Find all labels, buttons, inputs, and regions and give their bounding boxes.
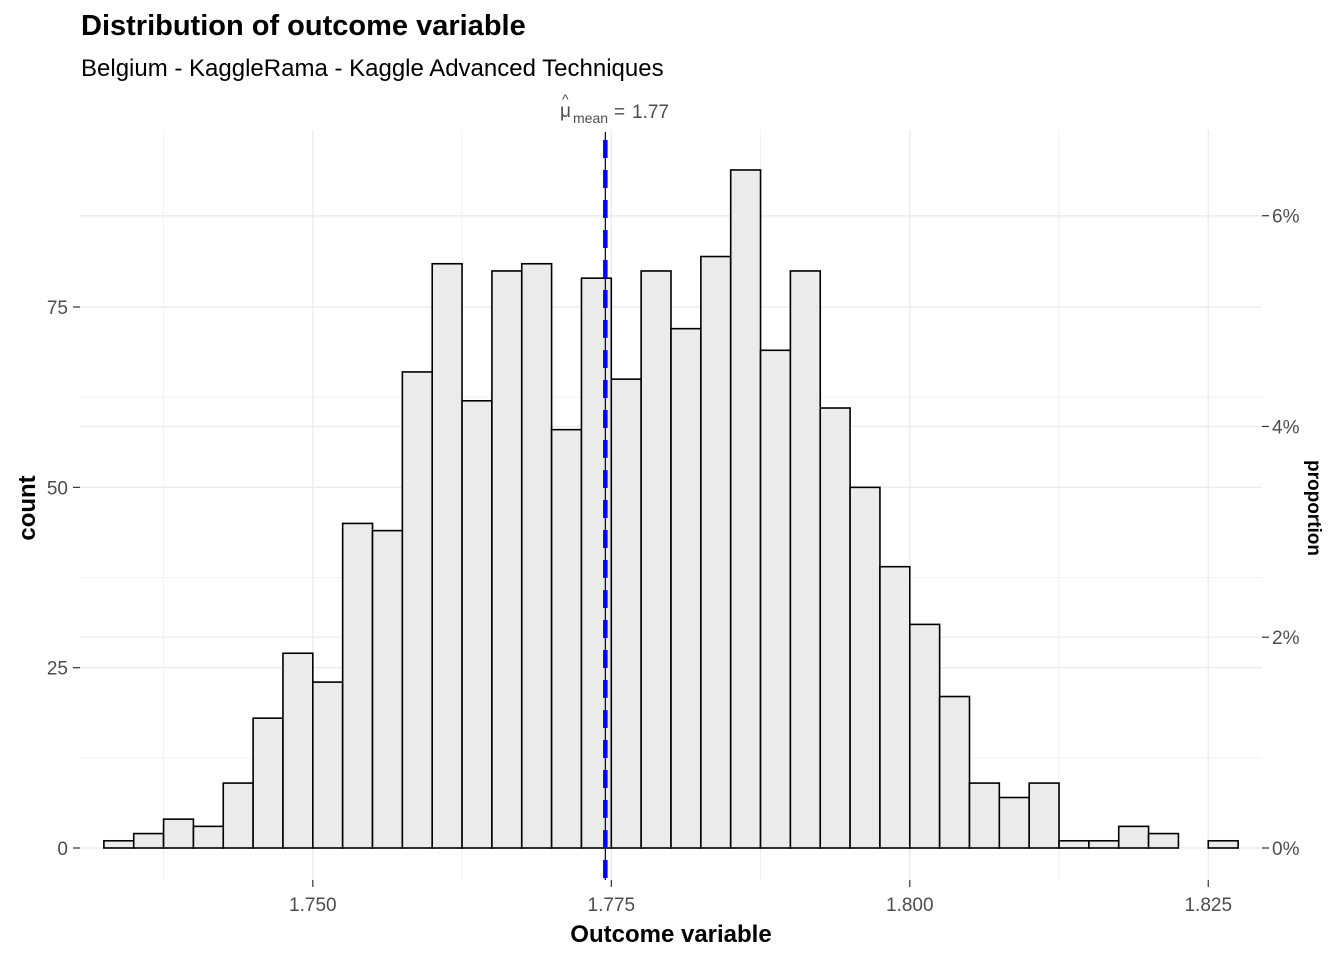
histogram-bar [729, 169, 762, 849]
histogram-bar [1088, 839, 1120, 849]
histogram-bar [341, 522, 374, 849]
x-axis-title: Outcome variable [570, 921, 771, 948]
histogram-bar [431, 262, 463, 849]
histogram-bar [1117, 825, 1150, 849]
histogram-bar [222, 782, 254, 849]
histogram-bar [1058, 839, 1090, 849]
y-tick-label: 0 [57, 839, 68, 860]
histogram-bar [938, 695, 971, 849]
histogram-bar [998, 796, 1030, 849]
histogram-bar [879, 565, 911, 849]
histogram-bar [908, 623, 941, 849]
histogram-bar [132, 832, 165, 849]
histogram-bar [491, 270, 523, 849]
mean-value: 1.77 [632, 102, 669, 123]
histogram-bar [401, 371, 434, 849]
histogram-bar [371, 529, 404, 849]
chart-title: Distribution of outcome variable [81, 10, 526, 42]
histogram-bar [461, 399, 493, 849]
secondary-y-axis-ticks: 0% 2% 4% 6% [1262, 207, 1300, 860]
histogram-bar [789, 270, 822, 849]
mean-equals: = [614, 102, 625, 123]
secondary-y-axis-title: proportion [1303, 460, 1324, 556]
mean-annotation: μ ^ mean = 1.77 [560, 91, 669, 126]
histogram-bar [252, 717, 284, 849]
x-axis-ticks: 1.750 1.775 1.800 1.825 [289, 880, 1232, 916]
y-tick-label: 50 [47, 478, 68, 499]
histogram-bar [1028, 782, 1060, 849]
y-axis-ticks: 0 25 50 75 [47, 298, 80, 860]
y2-tick-label: 0% [1272, 839, 1300, 860]
histogram-bar [550, 428, 583, 849]
histogram-bars [103, 169, 1239, 849]
histogram-bar [520, 262, 553, 849]
y-tick-label: 75 [47, 298, 68, 319]
y2-tick-label: 6% [1272, 207, 1300, 228]
histogram-bar [819, 407, 851, 849]
x-tick-label: 1.825 [1184, 895, 1232, 916]
histogram-bar [849, 486, 881, 849]
mean-hat: ^ [562, 91, 569, 107]
histogram-bar [610, 378, 642, 849]
chart-subtitle: Belgium - KaggleRama - Kaggle Advanced T… [81, 55, 664, 82]
x-tick-label: 1.800 [886, 895, 934, 916]
histogram-bar [640, 270, 672, 849]
histogram-bar [759, 349, 792, 849]
x-tick-label: 1.750 [289, 895, 337, 916]
y2-tick-label: 4% [1272, 417, 1300, 438]
histogram-bar [162, 818, 195, 849]
histogram-bar [1207, 839, 1239, 849]
mean-subscript: mean [573, 110, 608, 126]
x-tick-label: 1.775 [588, 895, 636, 916]
histogram-bar [312, 681, 344, 849]
y-axis-title: count [14, 475, 41, 540]
y2-tick-label: 2% [1272, 628, 1300, 649]
histogram-bar [282, 652, 314, 849]
histogram-bar [192, 825, 225, 849]
histogram-bar [670, 327, 702, 849]
y-tick-label: 25 [47, 659, 68, 680]
histogram-bar [700, 255, 732, 849]
mean-symbol: μ [560, 101, 571, 122]
histogram-bar [968, 782, 1001, 849]
histogram-bar [1147, 832, 1180, 849]
histogram-bar [103, 839, 135, 849]
